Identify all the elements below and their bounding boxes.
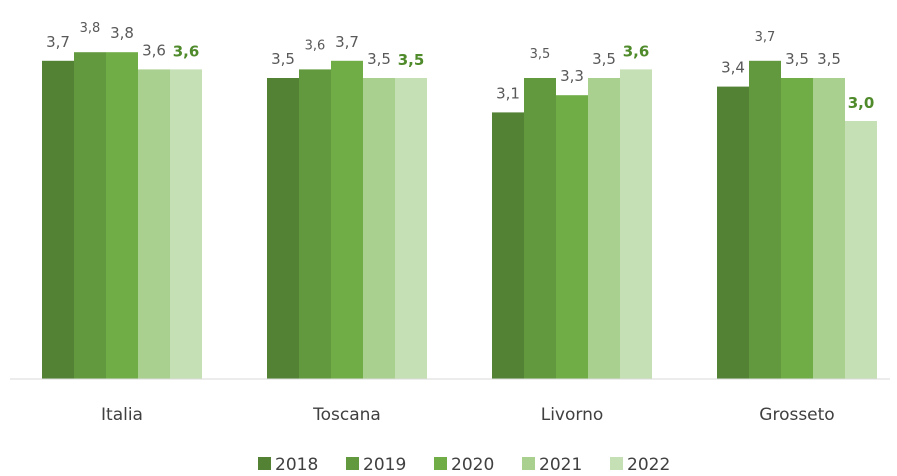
legend-label-2019: 2019 bbox=[363, 455, 406, 475]
bar-grosseto-2020 bbox=[781, 78, 813, 379]
data-label-italia-2022: 3,6 bbox=[173, 42, 200, 60]
data-label-italia-2021: 3,6 bbox=[142, 41, 166, 59]
category-labels-layer: Italia Toscana Livorno Grosseto bbox=[101, 405, 835, 425]
data-labels-layer: 3,7 3,8 3,8 3,6 3,6 3,5 3,6 3,7 3,5 3,5 3,1 3,5 3,3 3… bbox=[46, 21, 874, 112]
bar-toscana-2019 bbox=[299, 69, 331, 380]
bar-livorno-2018 bbox=[492, 112, 524, 380]
bar-italia-2022 bbox=[170, 69, 202, 380]
data-label-livorno-2022: 3,6 bbox=[623, 42, 650, 60]
data-label-toscana-2018: 3,5 bbox=[271, 50, 295, 68]
bar-toscana-2022 bbox=[395, 78, 427, 379]
legend-swatch-2019 bbox=[346, 457, 359, 470]
legend: 2018 2019 2020 2021 2022 bbox=[258, 455, 670, 475]
data-label-toscana-2021: 3,5 bbox=[367, 50, 391, 68]
data-label-livorno-2020: 3,3 bbox=[560, 67, 584, 85]
bar-italia-2018 bbox=[42, 60, 74, 380]
bar-italia-2021 bbox=[138, 69, 170, 380]
legend-label-2020: 2020 bbox=[451, 455, 494, 475]
bar-livorno-2022 bbox=[620, 69, 652, 380]
category-label-italia: Italia bbox=[101, 405, 143, 425]
data-label-italia-2018: 3,7 bbox=[46, 33, 70, 51]
bar-grosseto-2021 bbox=[813, 78, 845, 379]
data-label-toscana-2020: 3,7 bbox=[335, 33, 359, 51]
legend-swatch-2020 bbox=[434, 457, 447, 470]
legend-label-2018: 2018 bbox=[275, 455, 318, 475]
category-label-grosseto: Grosseto bbox=[759, 405, 834, 425]
data-label-grosseto-2021: 3,5 bbox=[817, 50, 841, 68]
bar-toscana-2018 bbox=[267, 78, 299, 379]
bars-layer bbox=[42, 52, 877, 380]
data-label-livorno-2019: 3,5 bbox=[530, 47, 551, 62]
bar-livorno-2021 bbox=[588, 78, 620, 379]
category-label-toscana: Toscana bbox=[312, 405, 381, 425]
bar-grosseto-2018 bbox=[717, 86, 749, 379]
bar-italia-2020 bbox=[106, 52, 138, 379]
category-label-livorno: Livorno bbox=[541, 405, 604, 425]
legend-swatch-2018 bbox=[258, 457, 271, 470]
data-label-toscana-2019: 3,6 bbox=[305, 38, 326, 53]
bar-italia-2019 bbox=[74, 52, 106, 379]
data-label-livorno-2018: 3,1 bbox=[496, 84, 520, 102]
legend-swatch-2022 bbox=[610, 457, 623, 470]
bar-grosseto-2019 bbox=[749, 60, 781, 380]
data-label-grosseto-2018: 3,4 bbox=[721, 59, 745, 77]
data-label-italia-2020: 3,8 bbox=[110, 24, 134, 42]
data-label-grosseto-2020: 3,5 bbox=[785, 50, 809, 68]
bar-toscana-2020 bbox=[331, 60, 363, 380]
bar-livorno-2019 bbox=[524, 78, 556, 379]
bar-grosseto-2022 bbox=[845, 121, 877, 379]
legend-label-2021: 2021 bbox=[539, 455, 582, 475]
data-label-italia-2019: 3,8 bbox=[80, 21, 101, 36]
data-label-livorno-2021: 3,5 bbox=[592, 50, 616, 68]
data-label-grosseto-2022: 3,0 bbox=[848, 94, 875, 112]
data-label-grosseto-2019: 3,7 bbox=[755, 30, 776, 45]
bar-livorno-2020 bbox=[556, 95, 588, 379]
legend-swatch-2021 bbox=[522, 457, 535, 470]
bar-toscana-2021 bbox=[363, 78, 395, 379]
legend-label-2022: 2022 bbox=[627, 455, 670, 475]
data-label-toscana-2022: 3,5 bbox=[398, 51, 425, 69]
